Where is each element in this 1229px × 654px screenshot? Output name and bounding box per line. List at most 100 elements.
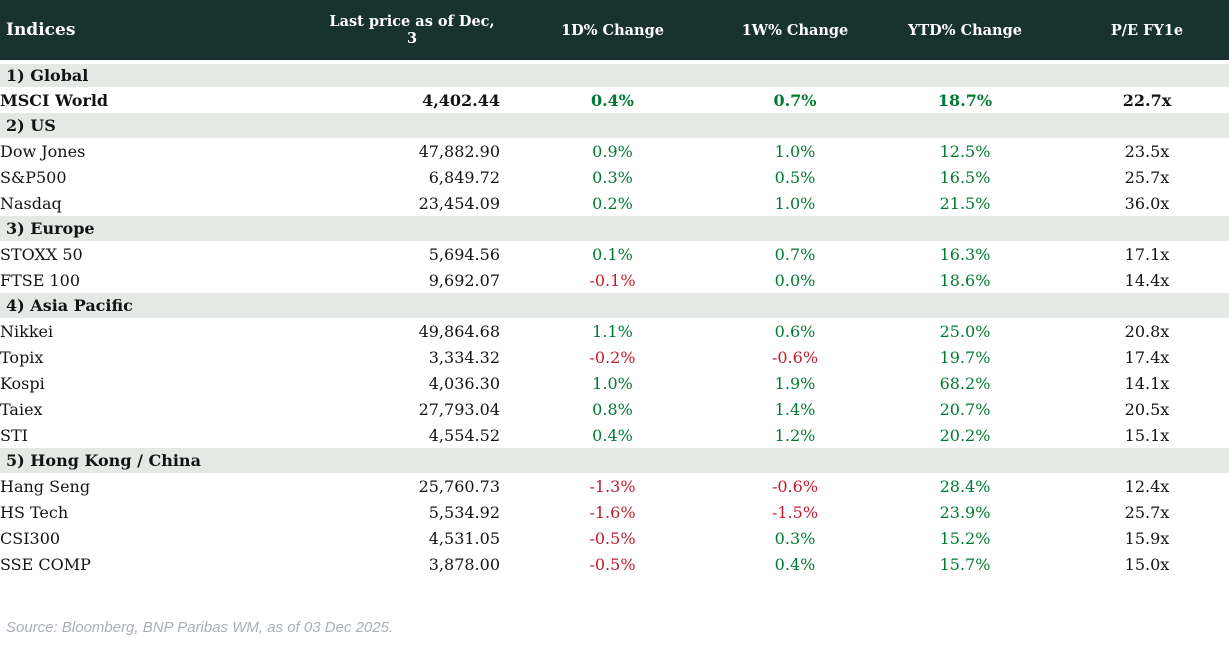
- index-row: S&P500 6,849.72 0.3% 0.5% 16.5% 25.7x: [0, 164, 1229, 190]
- section-row: 3) Europe: [0, 216, 1229, 241]
- column-header-pe-fy1e: P/E FY1e: [1065, 0, 1229, 64]
- indices-table: Indices Last price as of Dec, 3 1D% Chan…: [0, 0, 1229, 577]
- ytd-change-cell: 15.7%: [865, 551, 1065, 577]
- column-header-last-price: Last price as of Dec, 3: [310, 0, 500, 64]
- pe-fy1e-cell: 14.4x: [1065, 267, 1229, 293]
- 1w-change-cell: 0.3%: [725, 525, 865, 551]
- 1w-change-cell: 1.0%: [725, 190, 865, 216]
- index-name-cell: Kospi: [0, 370, 310, 396]
- last-price-cell: 47,882.90: [310, 138, 500, 164]
- source-note: Source: Bloomberg, BNP Paribas WM, as of…: [6, 619, 394, 636]
- column-header-indices: Indices: [0, 0, 310, 64]
- index-row: Taiex 27,793.04 0.8% 1.4% 20.7% 20.5x: [0, 396, 1229, 422]
- 1w-change-cell: 1.0%: [725, 138, 865, 164]
- pe-fy1e-cell: 36.0x: [1065, 190, 1229, 216]
- last-price-cell: 5,694.56: [310, 241, 500, 267]
- header-row: Indices Last price as of Dec, 3 1D% Chan…: [0, 0, 1229, 64]
- index-name-cell: Nikkei: [0, 318, 310, 344]
- 1w-change-cell: -0.6%: [725, 473, 865, 499]
- 1w-change-cell: 1.4%: [725, 396, 865, 422]
- section-label: 3) Europe: [0, 216, 1229, 241]
- index-row: FTSE 100 9,692.07 -0.1% 0.0% 18.6% 14.4x: [0, 267, 1229, 293]
- section-row: 5) Hong Kong / China: [0, 448, 1229, 473]
- index-name-cell: MSCI World: [0, 87, 310, 113]
- section-row: 1) Global: [0, 62, 1229, 87]
- column-header-1d-change: 1D% Change: [500, 0, 725, 64]
- column-header-ytd-change: YTD% Change: [865, 0, 1065, 64]
- section-row: 2) US: [0, 113, 1229, 138]
- index-name-cell: CSI300: [0, 525, 310, 551]
- ytd-change-cell: 18.7%: [865, 87, 1065, 113]
- index-name-cell: SSE COMP: [0, 551, 310, 577]
- 1w-change-cell: 1.2%: [725, 422, 865, 448]
- last-price-cell: 3,878.00: [310, 551, 500, 577]
- index-name-cell: STI: [0, 422, 310, 448]
- 1d-change-cell: 0.9%: [500, 138, 725, 164]
- ytd-change-cell: 68.2%: [865, 370, 1065, 396]
- pe-fy1e-cell: 14.1x: [1065, 370, 1229, 396]
- 1d-change-cell: -1.3%: [500, 473, 725, 499]
- index-row: SSE COMP 3,878.00 -0.5% 0.4% 15.7% 15.0x: [0, 551, 1229, 577]
- last-price-cell: 3,334.32: [310, 344, 500, 370]
- last-price-cell: 49,864.68: [310, 318, 500, 344]
- index-row: Dow Jones 47,882.90 0.9% 1.0% 12.5% 23.5x: [0, 138, 1229, 164]
- section-row: 4) Asia Pacific: [0, 293, 1229, 318]
- index-name-cell: FTSE 100: [0, 267, 310, 293]
- last-price-cell: 4,036.30: [310, 370, 500, 396]
- pe-fy1e-cell: 15.9x: [1065, 525, 1229, 551]
- ytd-change-cell: 20.2%: [865, 422, 1065, 448]
- 1w-change-cell: 0.5%: [725, 164, 865, 190]
- 1w-change-cell: -1.5%: [725, 499, 865, 525]
- pe-fy1e-cell: 17.1x: [1065, 241, 1229, 267]
- ytd-change-cell: 25.0%: [865, 318, 1065, 344]
- ytd-change-cell: 16.3%: [865, 241, 1065, 267]
- last-price-cell: 23,454.09: [310, 190, 500, 216]
- ytd-change-cell: 21.5%: [865, 190, 1065, 216]
- table-header: Indices Last price as of Dec, 3 1D% Chan…: [0, 0, 1229, 64]
- index-row: Topix 3,334.32 -0.2% -0.6% 19.7% 17.4x: [0, 344, 1229, 370]
- section-label: 1) Global: [0, 62, 1229, 87]
- index-name-cell: Taiex: [0, 396, 310, 422]
- last-price-cell: 4,554.52: [310, 422, 500, 448]
- last-price-cell: 5,534.92: [310, 499, 500, 525]
- index-row: HS Tech 5,534.92 -1.6% -1.5% 23.9% 25.7x: [0, 499, 1229, 525]
- ytd-change-cell: 23.9%: [865, 499, 1065, 525]
- 1d-change-cell: 0.4%: [500, 422, 725, 448]
- pe-fy1e-cell: 23.5x: [1065, 138, 1229, 164]
- index-row: Kospi 4,036.30 1.0% 1.9% 68.2% 14.1x: [0, 370, 1229, 396]
- ytd-change-cell: 20.7%: [865, 396, 1065, 422]
- ytd-change-cell: 16.5%: [865, 164, 1065, 190]
- pe-fy1e-cell: 25.7x: [1065, 164, 1229, 190]
- index-row: Hang Seng 25,760.73 -1.3% -0.6% 28.4% 12.4x: [0, 473, 1229, 499]
- 1w-change-cell: 1.9%: [725, 370, 865, 396]
- index-row: Nasdaq 23,454.09 0.2% 1.0% 21.5% 36.0x: [0, 190, 1229, 216]
- section-label: 5) Hong Kong / China: [0, 448, 1229, 473]
- ytd-change-cell: 28.4%: [865, 473, 1065, 499]
- 1d-change-cell: -0.5%: [500, 525, 725, 551]
- last-price-cell: 4,531.05: [310, 525, 500, 551]
- index-row: STOXX 50 5,694.56 0.1% 0.7% 16.3% 17.1x: [0, 241, 1229, 267]
- section-label: 4) Asia Pacific: [0, 293, 1229, 318]
- pe-fy1e-cell: 17.4x: [1065, 344, 1229, 370]
- 1w-change-cell: 0.6%: [725, 318, 865, 344]
- 1w-change-cell: 0.0%: [725, 267, 865, 293]
- 1d-change-cell: 1.1%: [500, 318, 725, 344]
- pe-fy1e-cell: 20.5x: [1065, 396, 1229, 422]
- 1d-change-cell: -0.2%: [500, 344, 725, 370]
- 1d-change-cell: 1.0%: [500, 370, 725, 396]
- table-body: 1) Global MSCI World 4,402.44 0.4% 0.7% 18.7%…: [0, 62, 1229, 577]
- pe-fy1e-cell: 22.7x: [1065, 87, 1229, 113]
- index-name-cell: Hang Seng: [0, 473, 310, 499]
- pe-fy1e-cell: 15.0x: [1065, 551, 1229, 577]
- index-row: CSI300 4,531.05 -0.5% 0.3% 15.2% 15.9x: [0, 525, 1229, 551]
- index-name-cell: HS Tech: [0, 499, 310, 525]
- 1d-change-cell: 0.2%: [500, 190, 725, 216]
- 1d-change-cell: -1.6%: [500, 499, 725, 525]
- index-name-cell: Topix: [0, 344, 310, 370]
- last-price-cell: 9,692.07: [310, 267, 500, 293]
- index-name-cell: Nasdaq: [0, 190, 310, 216]
- index-row: STI 4,554.52 0.4% 1.2% 20.2% 15.1x: [0, 422, 1229, 448]
- pe-fy1e-cell: 20.8x: [1065, 318, 1229, 344]
- index-name-cell: S&P500: [0, 164, 310, 190]
